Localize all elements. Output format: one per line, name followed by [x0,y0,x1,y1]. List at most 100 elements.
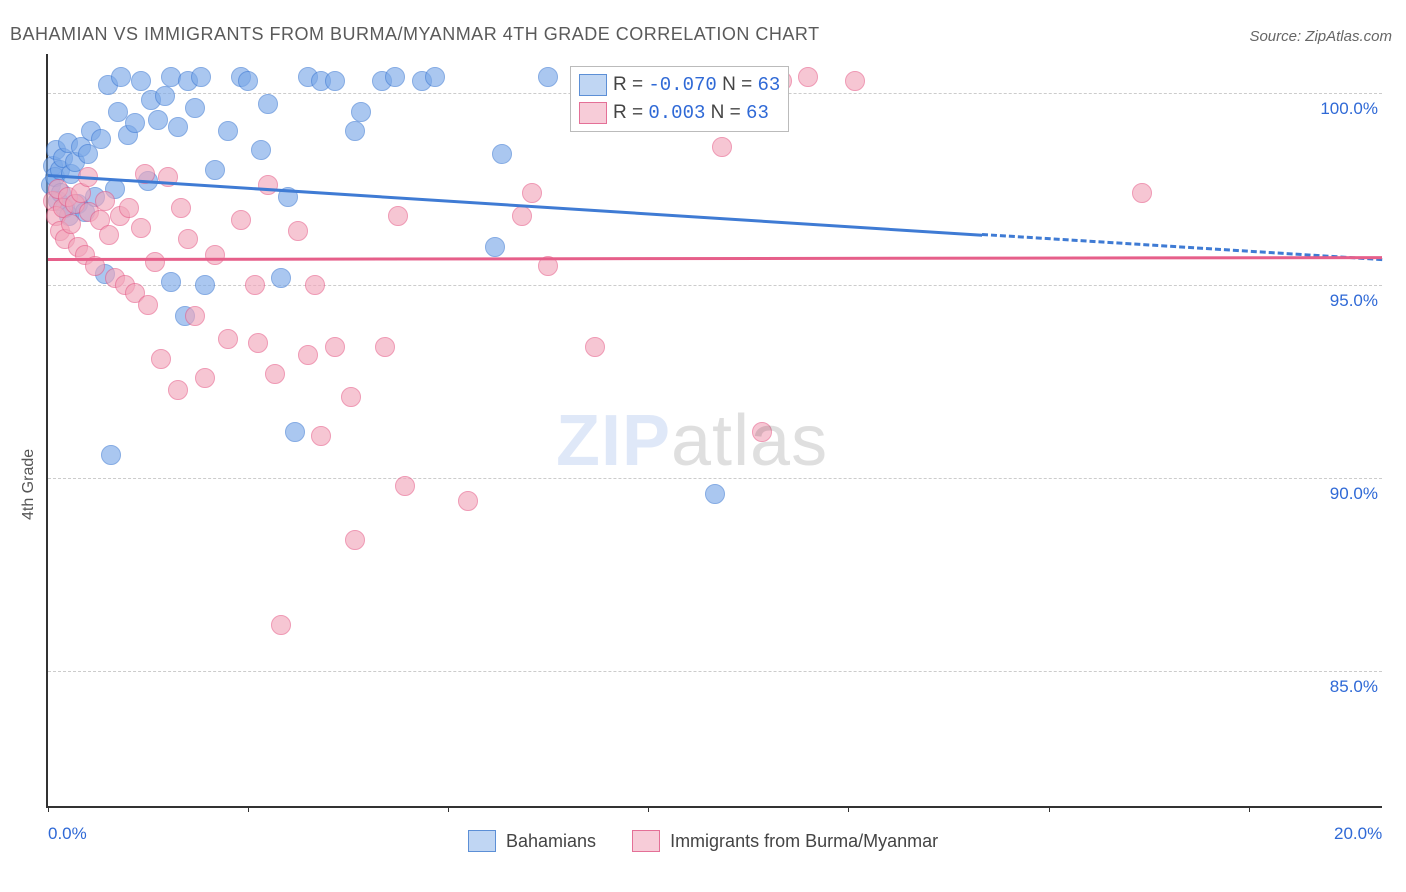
data-point [185,98,205,118]
y-axis-label: 4th Grade [20,449,38,520]
data-point [305,275,325,295]
y-tick-label: 95.0% [1312,291,1378,311]
data-point [752,422,772,442]
legend-row: R = -0.070 N = 63 [579,71,780,99]
data-point [395,476,415,496]
y-tick-label: 90.0% [1312,484,1378,504]
y-tick-label: 85.0% [1312,677,1378,697]
data-point [195,368,215,388]
data-point [325,71,345,91]
data-point [119,198,139,218]
x-tick [248,806,249,812]
chart-title: BAHAMIAN VS IMMIGRANTS FROM BURMA/MYANMA… [10,24,820,45]
data-point [248,333,268,353]
correlation-legend: R = -0.070 N = 63 R = 0.003 N = 63 [570,66,789,132]
trend-line [48,256,1382,261]
data-point [131,218,151,238]
x-tick-label: 20.0% [1334,824,1382,844]
data-point [185,306,205,326]
data-point [388,206,408,226]
data-point [712,137,732,157]
data-point [231,210,251,230]
data-point [218,121,238,141]
data-point [492,144,512,164]
data-point [385,67,405,87]
data-point [171,198,191,218]
data-point [298,345,318,365]
data-point [271,615,291,635]
data-point [288,221,308,241]
data-point [258,94,278,114]
x-tick [1249,806,1250,812]
data-point [341,387,361,407]
data-point [205,245,225,265]
data-point [265,364,285,384]
data-point [285,422,305,442]
y-tick-label: 100.0% [1312,99,1378,119]
data-point [168,117,188,137]
data-point [101,445,121,465]
legend-swatch [579,102,607,124]
data-point [251,140,271,160]
source-label: Source: ZipAtlas.com [1249,28,1392,45]
legend-text: R = 0.003 N = 63 [613,99,769,127]
data-point [61,214,81,234]
data-point [585,337,605,357]
legend-swatch [579,74,607,96]
gridline [48,478,1382,479]
data-point [145,252,165,272]
data-point [125,113,145,133]
data-point [845,71,865,91]
legend-label: Bahamians [506,831,596,852]
legend-label: Immigrants from Burma/Myanmar [670,831,938,852]
x-tick [48,806,49,812]
data-point [95,191,115,211]
data-point [522,183,542,203]
data-point [151,349,171,369]
legend-row: R = 0.003 N = 63 [579,99,780,127]
data-point [168,380,188,400]
data-point [271,268,291,288]
data-point [485,237,505,257]
data-point [131,71,151,91]
data-point [345,530,365,550]
data-point [325,337,345,357]
data-point [258,175,278,195]
legend-swatch [632,830,660,852]
data-point [148,110,168,130]
gridline [48,671,1382,672]
data-point [1132,183,1152,203]
data-point [705,484,725,504]
data-point [351,102,371,122]
x-tick [1049,806,1050,812]
data-point [425,67,445,87]
plot-area: 85.0%90.0%95.0%100.0%0.0%20.0% [46,54,1382,808]
data-point [99,225,119,245]
data-point [538,67,558,87]
data-point [512,206,532,226]
series-legend: Bahamians Immigrants from Burma/Myanmar [468,830,964,852]
data-point [111,67,131,87]
data-point [195,275,215,295]
x-tick [848,806,849,812]
data-point [91,129,111,149]
data-point [311,426,331,446]
data-point [191,67,211,87]
data-point [798,67,818,87]
legend-swatch [468,830,496,852]
x-tick-label: 0.0% [48,824,87,844]
data-point [458,491,478,511]
data-point [161,272,181,292]
data-point [238,71,258,91]
x-tick [648,806,649,812]
data-point [345,121,365,141]
data-point [178,229,198,249]
legend-text: R = -0.070 N = 63 [613,71,780,99]
data-point [155,86,175,106]
data-point [138,295,158,315]
x-tick [448,806,449,812]
data-point [375,337,395,357]
data-point [218,329,238,349]
data-point [205,160,225,180]
data-point [245,275,265,295]
